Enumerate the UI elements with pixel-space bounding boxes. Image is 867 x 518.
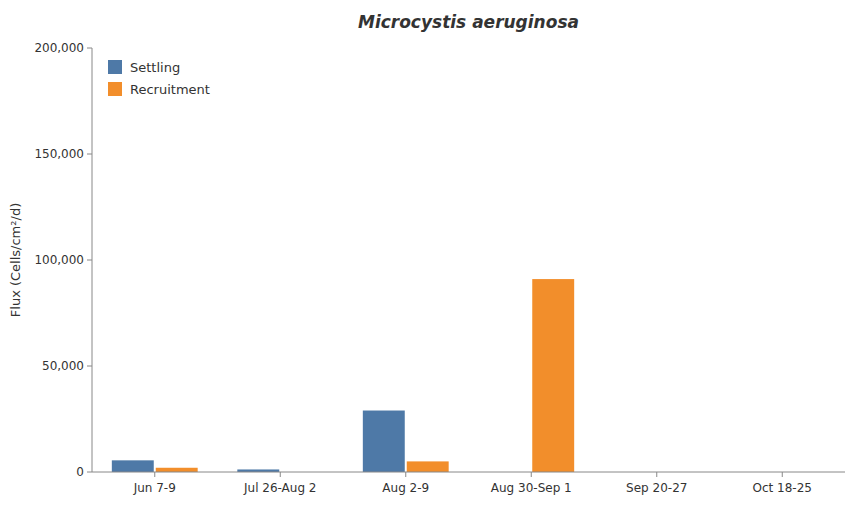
y-tick-label: 100,000	[34, 253, 84, 267]
y-tick-label: 50,000	[42, 359, 84, 373]
x-tick-label: Aug 2-9	[382, 481, 429, 495]
x-tick	[531, 472, 532, 477]
x-tick	[405, 472, 406, 477]
x-tick-label: Jun 7-9	[133, 481, 176, 495]
x-tick-label: Sep 20-27	[626, 481, 687, 495]
y-tick-label: 0	[76, 465, 84, 479]
x-tick-label: Aug 30-Sep 1	[491, 481, 572, 495]
x-tick	[280, 472, 281, 477]
bar	[156, 468, 198, 472]
y-tick	[87, 154, 92, 155]
y-tick	[87, 366, 92, 367]
y-tick	[87, 48, 92, 49]
legend: Settling Recruitment	[108, 60, 210, 97]
axes: 0 50,000 100,000 150,000 200,000 Jun 7-9 Jul 2…	[34, 41, 845, 495]
bar	[407, 461, 449, 472]
legend-label: Recruitment	[130, 82, 210, 97]
x-axis-line	[92, 472, 845, 473]
x-tick	[154, 472, 155, 477]
y-tick	[87, 260, 92, 261]
bar	[363, 411, 405, 472]
x-tick	[656, 472, 657, 477]
bars	[112, 279, 574, 472]
chart-container: 0 50,000 100,000 150,000 200,000 Jun 7-9 Jul 2…	[0, 0, 867, 518]
bar	[112, 460, 154, 472]
legend-swatch	[108, 60, 122, 74]
x-tick-label: Jul 26-Aug 2	[243, 481, 317, 495]
x-tick-label: Oct 18-25	[753, 481, 812, 495]
bar	[532, 279, 574, 472]
y-tick-label: 150,000	[34, 147, 84, 161]
chart-svg: 0 50,000 100,000 150,000 200,000 Jun 7-9 Jul 2…	[0, 0, 867, 518]
y-tick-label: 200,000	[34, 41, 84, 55]
title: Microcystis aeruginosa	[358, 12, 579, 32]
x-tick	[782, 472, 783, 477]
y-tick	[87, 472, 92, 473]
legend-label: Settling	[130, 60, 180, 75]
legend-swatch	[108, 82, 122, 96]
y-axis-label: Flux (Cells/cm²/d)	[8, 203, 23, 317]
